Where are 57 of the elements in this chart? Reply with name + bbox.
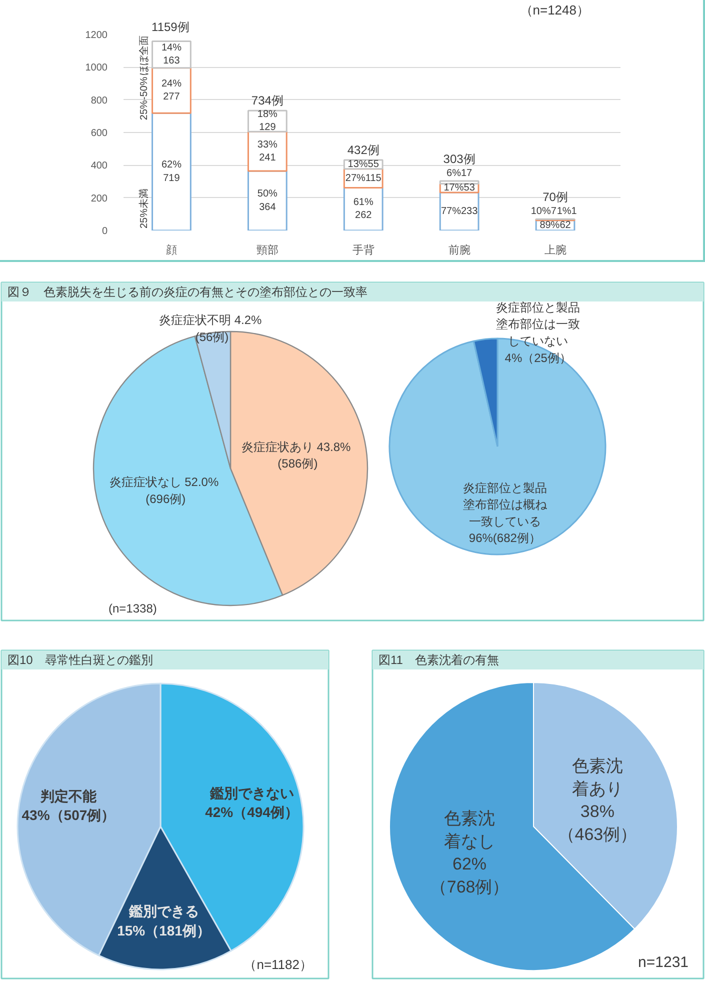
text: ほぼ全面 [138,36,150,76]
data-label: 1%1 [556,206,578,218]
text: n=1231 [638,954,689,971]
text: 25%-50% [139,76,150,120]
data-label: 38% （463例） [558,802,638,844]
total-label: 432例 [347,142,380,157]
x-tick-label: 手背 [352,244,374,256]
y-tick-label: 600 [90,128,108,139]
total-label: 734例 [251,94,284,108]
y-tick-label: 400 [90,160,108,172]
data-label: 18% 129 [257,109,278,134]
slice-label: 炎症症状不明 4.2% (56例) [158,313,262,344]
data-label: 96%(682例） [468,531,541,546]
data-label: 89%62 [540,220,572,231]
slice-label: 炎症症状あり 43.8% (586例) [241,440,352,471]
data-label: 15%（181例） [117,922,210,938]
slice-label: 炎症症状なし 52.0% (696例) [109,475,219,506]
text: （n=1182） [244,957,313,972]
chart-title: 図９ 色素脱失を生じる前の炎症の有無とその塗布部位との一致率 [8,285,368,299]
x-tick-label: 前腕 [448,244,470,256]
text: (n=1338) [108,602,157,616]
data-label: 77%233 [440,206,478,217]
data-label: 10%7 [530,206,557,218]
slice-label: 判定不能 [39,788,98,804]
text: （n=1248） [520,2,590,18]
slice-label: 鑑別できる [128,903,199,920]
x-tick-label: 上腕 [544,244,566,256]
data-label: 62% （768例） [430,854,510,896]
slice-label: 鑑別できない [208,784,294,801]
data-label: 13%55 [348,158,380,170]
text: 25%未満 [138,188,150,228]
y-tick-label: 0 [102,226,108,237]
y-tick-label: 800 [90,95,108,106]
chart-title: 図11 色素沈着の有無 [378,653,499,667]
data-label: 61% 262 [353,197,374,222]
data-label: 43%（507例） [22,807,116,824]
data-label: 62% 719 [161,160,182,184]
slice-label: 炎症部位と製品塗布部位は概ね一致している [462,480,548,528]
data-label: 27%115 [345,172,382,184]
total-label: 1159例 [152,20,190,34]
data-label: 17%53 [444,182,476,194]
data-label: 14% 163 [161,42,182,67]
data-label: 42%（494例） [205,804,298,820]
y-tick-label: 1000 [85,62,108,74]
slice-label: 色素沈着なし [444,809,496,851]
data-label: 6%17 [446,168,473,180]
data-label: 24% 277 [161,78,182,103]
total-label: 303例 [443,152,476,166]
y-tick-label: 200 [90,193,108,204]
slice-label: 色素沈着あり [572,756,623,798]
chart-title: 図10 尋常性白斑との鑑別 [8,653,153,667]
x-tick-label: 頸部 [256,244,278,256]
data-label: 50% 364 [257,188,278,213]
data-label: 33% 241 [257,139,278,164]
y-tick-label: 1200 [85,30,108,41]
total-label: 70例 [542,190,568,204]
x-tick-label: 顔 [166,244,177,256]
